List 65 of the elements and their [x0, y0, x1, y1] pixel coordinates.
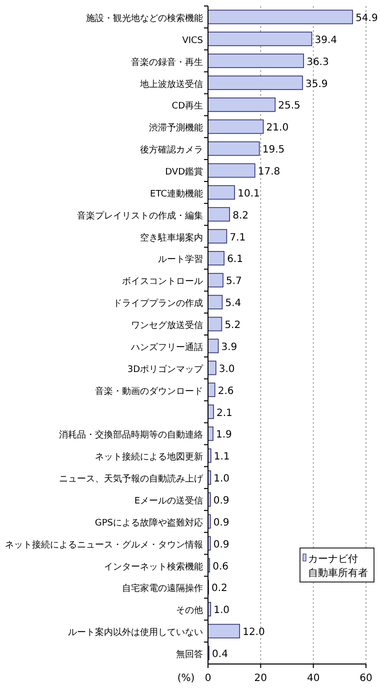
y-tick-label: ネット接続によるニュース・グルメ・タウン情報	[5, 539, 203, 550]
y-tick-label: 音楽・動画のダウンロード	[95, 386, 203, 397]
data-label: 5.2	[224, 320, 241, 332]
data-label: 36.3	[306, 56, 329, 68]
y-tick-label: 施設・観光地などの検索機能	[86, 12, 203, 24]
data-label: 0.2	[212, 583, 228, 594]
y-tick-label: 地上波放送受信	[139, 78, 203, 90]
y-tick-label: ルート案内以外は使用していない	[68, 627, 203, 638]
data-label: 54.9	[356, 12, 378, 24]
y-tick-label: 後方確認カメラ	[140, 144, 203, 156]
y-tick-label: CD再生	[172, 100, 203, 112]
data-label: 7.1	[230, 232, 246, 244]
data-label: 0.9	[213, 517, 230, 528]
y-tick-label: ドライブプランの作成	[113, 298, 203, 310]
y-tick-label: ネット接続による地図更新	[95, 452, 203, 463]
y-tick-label: ルート学習	[158, 254, 203, 266]
data-label: 35.9	[306, 78, 328, 90]
y-tick-label: 音楽の録音・再生	[131, 56, 203, 68]
data-label: 5.7	[226, 276, 242, 288]
data-label: 1.0	[214, 605, 230, 616]
data-label: 0.6	[212, 561, 228, 572]
data-label: 12.0	[242, 627, 265, 638]
y-tick-label: 無回答	[176, 649, 203, 660]
y-tick-label: GPSによる故障や盗難対応	[94, 517, 203, 528]
y-tick-label: ETC連動機能	[150, 188, 203, 200]
data-label: 10.1	[238, 188, 260, 200]
data-label: 3.9	[221, 342, 238, 353]
data-label: 8.2	[232, 210, 248, 222]
y-tick-label: インターネット検索機能	[104, 561, 203, 572]
y-tick-label: その他	[176, 605, 203, 616]
y-tick-label: 渋滞予測機能	[149, 122, 203, 134]
y-tick-label: 自宅家電の遠隔操作	[122, 583, 203, 594]
x-tick-label: 0	[204, 673, 212, 684]
data-label: 25.5	[278, 100, 300, 112]
y-tick-label: DVD鑑賞	[165, 166, 203, 178]
data-label: 0.4	[212, 649, 228, 660]
data-label: 5.4	[225, 298, 242, 310]
y-tick-label: VICS	[182, 36, 204, 46]
data-label: 1.9	[216, 430, 232, 441]
y-tick-label: ボイスコントロール	[122, 276, 203, 288]
y-tick-label: 消耗品・交換部品時期等の自動連絡	[59, 430, 203, 441]
data-label: 2.6	[218, 386, 234, 397]
data-label: 0.9	[213, 496, 230, 506]
data-label: 21.0	[266, 122, 289, 134]
data-label: 6.1	[227, 254, 243, 266]
y-tick-label: 音楽プレイリストの作成・編集	[77, 210, 203, 222]
x-tick-label: 20	[254, 673, 268, 684]
y-tick-label: ニュース、天気予報の自動読み上げ	[59, 474, 204, 485]
y-tick-label: ワンセグ放送受信	[131, 320, 203, 332]
x-tick-label: 60	[360, 673, 372, 684]
data-label: 3.0	[218, 364, 235, 375]
y-tick-label: 空き駐車場案内	[140, 232, 203, 244]
y-tick-label: Eメールの送受信	[134, 496, 203, 506]
legend-label: カーナビ付自動車所有者	[308, 554, 368, 579]
data-label: 39.4	[314, 34, 338, 46]
data-label: 17.8	[258, 166, 280, 178]
data-label: 19.5	[262, 144, 285, 156]
x-axis-title: (%)	[177, 673, 195, 684]
y-tick-label: ハンズフリー通話	[130, 342, 203, 353]
x-tick-label: 40	[306, 673, 320, 684]
data-label: 1.0	[214, 474, 230, 485]
y-tick-label: 3Dポリゴンマップ	[127, 364, 204, 375]
data-label: 1.1	[214, 452, 230, 463]
data-label: 2.1	[216, 408, 232, 419]
data-label: 0.9	[213, 539, 230, 550]
